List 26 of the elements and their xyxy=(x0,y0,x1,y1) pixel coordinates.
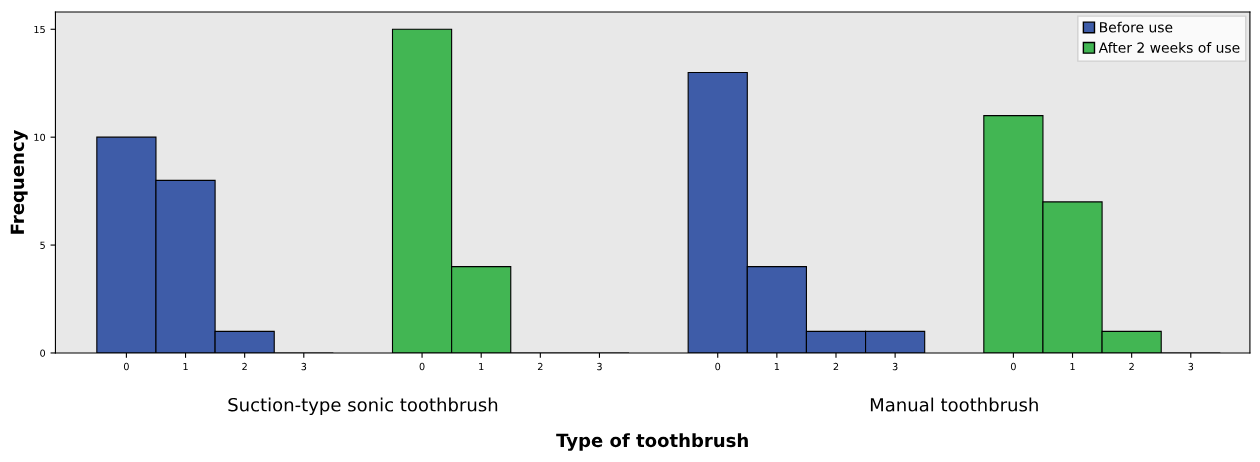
x-axis-title: Type of toothbrush xyxy=(556,433,748,451)
x-tick-label: 3 xyxy=(892,362,898,371)
legend-label: Before use xyxy=(1100,21,1173,33)
x-tick-label: 1 xyxy=(183,362,188,371)
y-tick-label: 10 xyxy=(34,133,46,141)
x-tick-label: 2 xyxy=(1129,362,1134,371)
x-tick-label: 2 xyxy=(242,362,247,371)
legend-label: After 2 weeks of use xyxy=(1098,42,1240,53)
x-tick-label: 0 xyxy=(715,362,721,371)
x-tick-label: 3 xyxy=(597,362,602,371)
x-tick-label: 0 xyxy=(123,362,129,371)
x-tick-label: 1 xyxy=(1070,362,1075,371)
x-tick-label: 2 xyxy=(537,362,543,371)
x-tick-label: 1 xyxy=(479,362,484,371)
x-tick-label: 3 xyxy=(301,362,307,371)
y-tick-label: 5 xyxy=(40,241,45,249)
x-tick-label: 0 xyxy=(1010,362,1016,371)
x-tick-label: 0 xyxy=(419,362,425,371)
y-tick-label: 15 xyxy=(34,25,45,34)
x-tick-label: 3 xyxy=(1188,362,1194,371)
x-tick-label: 2 xyxy=(833,362,839,371)
y-axis-title: Frequency xyxy=(10,129,28,234)
text: Suction-type sonic toothbrush xyxy=(228,397,498,416)
text: Manual toothbrush xyxy=(870,397,1038,412)
x-tick-label: 1 xyxy=(774,362,780,371)
y-tick-label: 0 xyxy=(40,349,46,357)
